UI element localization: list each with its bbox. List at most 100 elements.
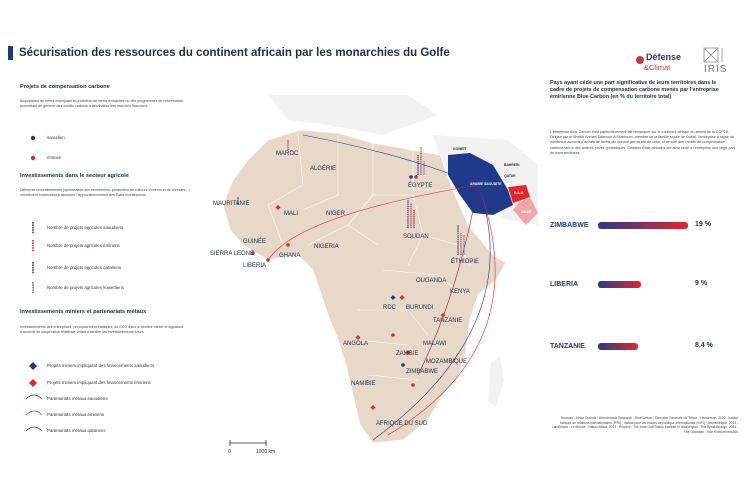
emirati-agri-bar-icon <box>32 240 34 252</box>
blue-carbon-title: Pays ayant cédé une part significative d… <box>550 80 719 100</box>
defense-climat-logo: Défense &Climat <box>636 52 690 74</box>
mining-diamond <box>405 350 411 355</box>
africa-map: MAROC ALGÉRIE ÉGYPTE MAURITANIE MALI NIG… <box>210 95 538 455</box>
carbon-section-title: Projets de compensation carbone <box>20 84 110 90</box>
carbon-dot <box>401 363 405 367</box>
emirati-mining-diamond-icon <box>29 379 37 387</box>
bar-fill-liberia <box>598 281 641 288</box>
label-kenya: KENYA <box>450 289 470 295</box>
bar-value-liberia: 9 % <box>695 280 708 287</box>
label-koweit: KOWEÏT <box>453 147 467 151</box>
legend-saudi-partnership: Partenariats métaux saoudiens <box>47 396 108 401</box>
logo-line-1: Défense <box>646 52 682 62</box>
bar-label-zimbabwe: ZIMBABWE <box>550 222 589 229</box>
agri-section-title: Investissements dans le secteur agricole <box>20 173 129 179</box>
label-guinee: GUINÉE <box>243 238 266 245</box>
legend-saudi-carbon: saoudien <box>47 135 65 140</box>
oman-shape <box>513 197 538 225</box>
label-burundi: BURUNDI <box>406 305 434 311</box>
saudi-agri-bar-icon <box>32 222 34 234</box>
label-niger: NIGER <box>326 211 346 217</box>
country-borders <box>267 132 471 381</box>
blue-carbon-desc: L'entreprise Blue Carbon s'est particuli… <box>550 130 735 155</box>
iris-logo-text: IRIS <box>704 64 728 75</box>
label-ouganda: OUGANDA <box>416 278 446 284</box>
carbon-dot <box>409 175 413 179</box>
carbon-section-desc: Acquisitions de terres impliquant la pro… <box>20 99 184 108</box>
europe-landmass <box>268 95 438 135</box>
saudi-partnership-arc-icon <box>25 394 43 400</box>
label-oman: OMAN <box>521 210 532 214</box>
label-nigeria: NIGERIA <box>314 244 339 250</box>
page-title: Sécurisation des ressources du continent… <box>19 47 450 59</box>
mining-diamond <box>370 405 376 410</box>
sources: Sources : Africa Outlook ; Afreximbank R… <box>551 416 738 434</box>
mining-section-desc: Investissements des entreprises, princip… <box>20 325 184 334</box>
agri-project-bars <box>237 140 465 255</box>
carbon-dot <box>411 383 415 387</box>
carbon-dot <box>414 175 418 179</box>
country-labels: MAROC ALGÉRIE ÉGYPTE MAURITANIE MALI NIG… <box>210 147 532 427</box>
legend-emirati-agri: Nombre de projets agricoles émiriens <box>47 243 120 248</box>
label-rdc: RDC <box>383 305 397 311</box>
label-malawi: MALAWI <box>423 341 447 347</box>
saudi-carbon-dot-icon <box>30 135 36 141</box>
legend-qatari-agri: Nombre de projets agricoles qatariens <box>47 265 122 270</box>
mining-section-title: Investissements miniers et partenariats … <box>20 309 147 315</box>
scale-bar: 0 1000 km <box>228 440 275 455</box>
bar-label-tanzanie: TANZANIE <box>550 343 585 350</box>
label-eau: E.A.U. <box>514 191 524 195</box>
bar-track-tanzanie <box>598 343 688 350</box>
bar-value-tanzanie: 8,4 % <box>695 342 713 349</box>
legend-emirati-carbon: émirien <box>47 155 62 160</box>
legend-kuwaiti-agri: Nombre de projets agricoles koweïtiens <box>47 285 124 290</box>
qatari-agri-bar-icon <box>32 262 34 274</box>
uae-shape <box>508 185 530 203</box>
label-sierra-leone: SIERRA LEONE <box>210 251 254 257</box>
saudi-mining-diamond-icon <box>29 362 37 370</box>
emirati-partnership-arc-icon <box>25 410 43 416</box>
carbon-dot <box>441 313 445 317</box>
emirati-carbon-dot-icon <box>30 155 36 161</box>
label-maroc: MAROC <box>276 151 299 157</box>
scale-zero: 0 <box>228 449 231 455</box>
mining-diamond <box>355 335 361 340</box>
bar-label-liberia: LIBERIA <box>550 281 578 288</box>
bar-value-zimbabwe: 19 % <box>695 221 711 228</box>
bar-fill-tanzanie <box>598 343 638 350</box>
bar-track-zimbabwe <box>598 222 688 229</box>
logo-line-2: &Climat <box>644 63 671 72</box>
bar-fill-zimbabwe <box>598 222 688 229</box>
label-namibie: NAMIBIE <box>351 381 376 387</box>
iris-emblem-icon <box>703 47 723 63</box>
bar-track-liberia <box>598 281 688 288</box>
carbon-dot <box>391 333 395 337</box>
agri-section-desc: Différents investissements (optimisation… <box>20 188 190 197</box>
saudi-arabia-shape <box>448 153 513 215</box>
iris-logo: IRIS <box>700 46 740 76</box>
africa-continent <box>222 129 507 444</box>
label-ethiopie: ÉTHIOPIE <box>451 258 479 265</box>
legend-qatari-partnership: Partenariats métaux qatariens <box>47 428 106 433</box>
carbon-dot <box>266 258 270 262</box>
scale-label: 1000 km <box>256 449 275 455</box>
kuwaiti-agri-bar-icon <box>32 282 34 294</box>
mining-diamond <box>399 295 405 300</box>
qatari-partnership-arc-icon <box>25 426 43 432</box>
label-mauritanie: MAURITANIE <box>213 201 250 207</box>
legend-panel: Projets de compensation carbone Acquisit… <box>20 72 208 452</box>
label-mali: MALI <box>284 211 298 217</box>
label-soudan: SOUDAN <box>403 234 429 240</box>
madagascar-landmass <box>488 357 504 407</box>
legend-saudi-mining: Projets miniers impliquant des financeme… <box>47 363 155 368</box>
title-accent-bar <box>8 46 13 60</box>
mining-diamond <box>390 295 396 300</box>
label-zambie: ZAMBIE <box>396 351 418 357</box>
label-tanzanie: TANZANIE <box>433 318 462 324</box>
partnership-arcs <box>267 134 496 441</box>
logo-mark-icon <box>636 56 644 64</box>
label-zimbabwe: ZIMBABWE <box>406 369 438 375</box>
carbon-dot <box>286 243 290 247</box>
legend-saudi-agri: Nombre de projets agricoles saoudiens <box>47 225 124 230</box>
